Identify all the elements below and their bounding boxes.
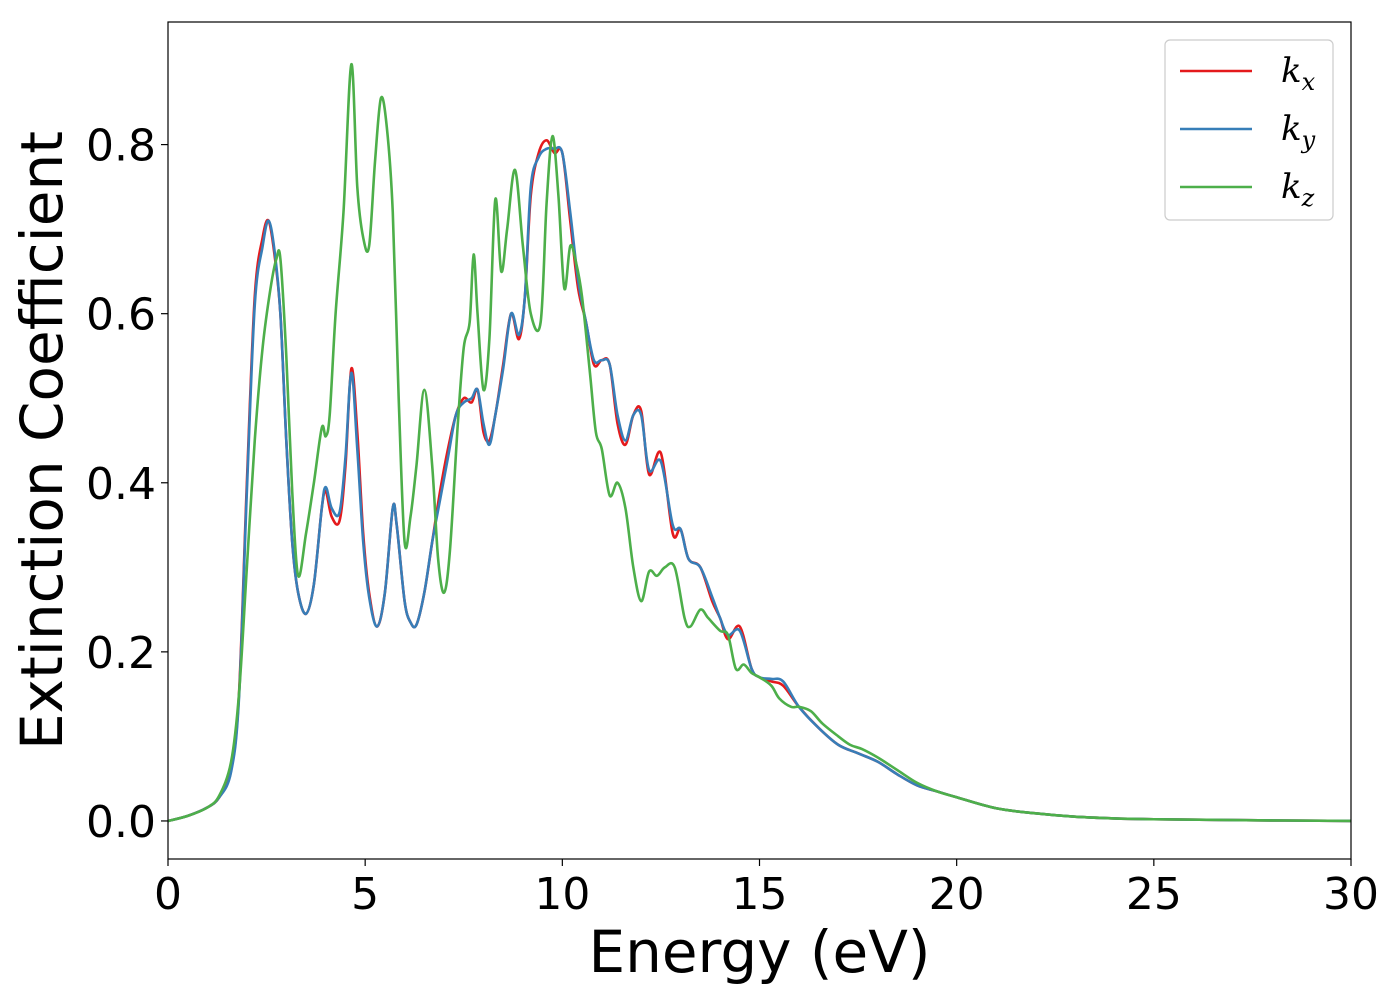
- series-layer: [168, 62, 1351, 823]
- legend-label-subscript: x: [1302, 68, 1316, 96]
- y-tick-label: 0.4: [86, 459, 156, 510]
- legend-label-subscript: z: [1301, 184, 1315, 212]
- x-axis-title: Energy (eV): [588, 918, 930, 986]
- y-tick-label: 0.2: [86, 628, 156, 679]
- y-axis: 0.0 0.2 0.4 0.6 0.8: [86, 121, 168, 848]
- x-tick-label: 0: [154, 869, 182, 920]
- y-tick-label: 0.6: [86, 290, 156, 341]
- y-tick-label: 0.8: [86, 121, 156, 172]
- x-tick-label: 5: [351, 869, 379, 920]
- x-tick-label: 10: [534, 869, 590, 920]
- y-tick-label: 0.0: [86, 797, 156, 848]
- x-tick-label: 25: [1126, 869, 1182, 920]
- x-tick-label: 15: [732, 869, 788, 920]
- y-axis-title: Extinction Coefficient: [8, 131, 76, 750]
- series-line-kz: [168, 62, 1351, 823]
- series-line-ky: [168, 145, 1351, 823]
- legend-label-ky: ky: [1281, 109, 1316, 154]
- plot-area: [167, 21, 1352, 860]
- legend-label-kx: kx: [1281, 51, 1316, 96]
- x-tick-label: 20: [929, 869, 985, 920]
- x-tick-label: 30: [1323, 869, 1379, 920]
- legend-label-subscript: y: [1301, 126, 1316, 154]
- x-axis: 0 5 10 15 20 25 30: [154, 859, 1379, 920]
